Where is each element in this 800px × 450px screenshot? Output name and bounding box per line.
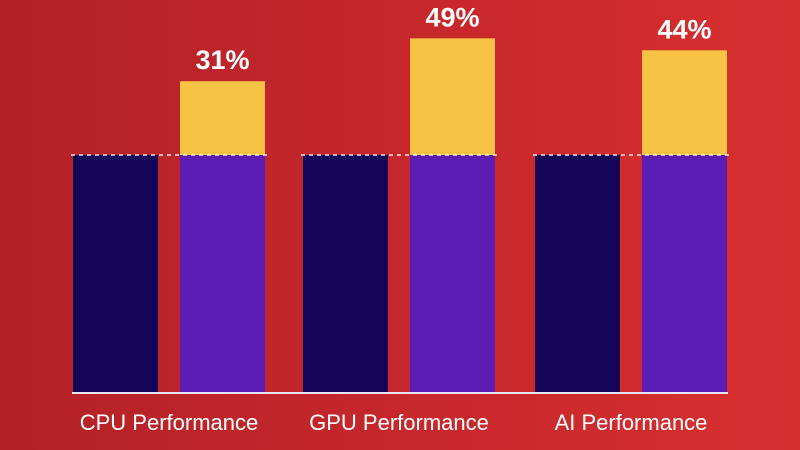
bar-prior-2 bbox=[303, 155, 388, 393]
bar-new-base-2 bbox=[410, 155, 495, 393]
category-label-3: AI Performance bbox=[555, 410, 708, 435]
bar-new-gain-1 bbox=[180, 81, 265, 155]
data-label-3: 44% bbox=[657, 14, 711, 44]
category-label-2: GPU Performance bbox=[309, 410, 489, 435]
bar-new-gain-3 bbox=[642, 50, 727, 155]
labels-layer: 31% CPU Performance 49% GPU Performance 44% A… bbox=[80, 2, 712, 435]
bar-new-base-3 bbox=[642, 155, 727, 393]
data-label-1: 31% bbox=[195, 45, 249, 75]
data-label-2: 49% bbox=[425, 2, 479, 32]
bar-new-gain-2 bbox=[410, 38, 495, 155]
bar-new-base-1 bbox=[180, 155, 265, 393]
bars-layer bbox=[71, 38, 729, 393]
category-label-1: CPU Performance bbox=[80, 410, 259, 435]
bar-prior-3 bbox=[535, 155, 620, 393]
bar-prior-1 bbox=[73, 155, 158, 393]
